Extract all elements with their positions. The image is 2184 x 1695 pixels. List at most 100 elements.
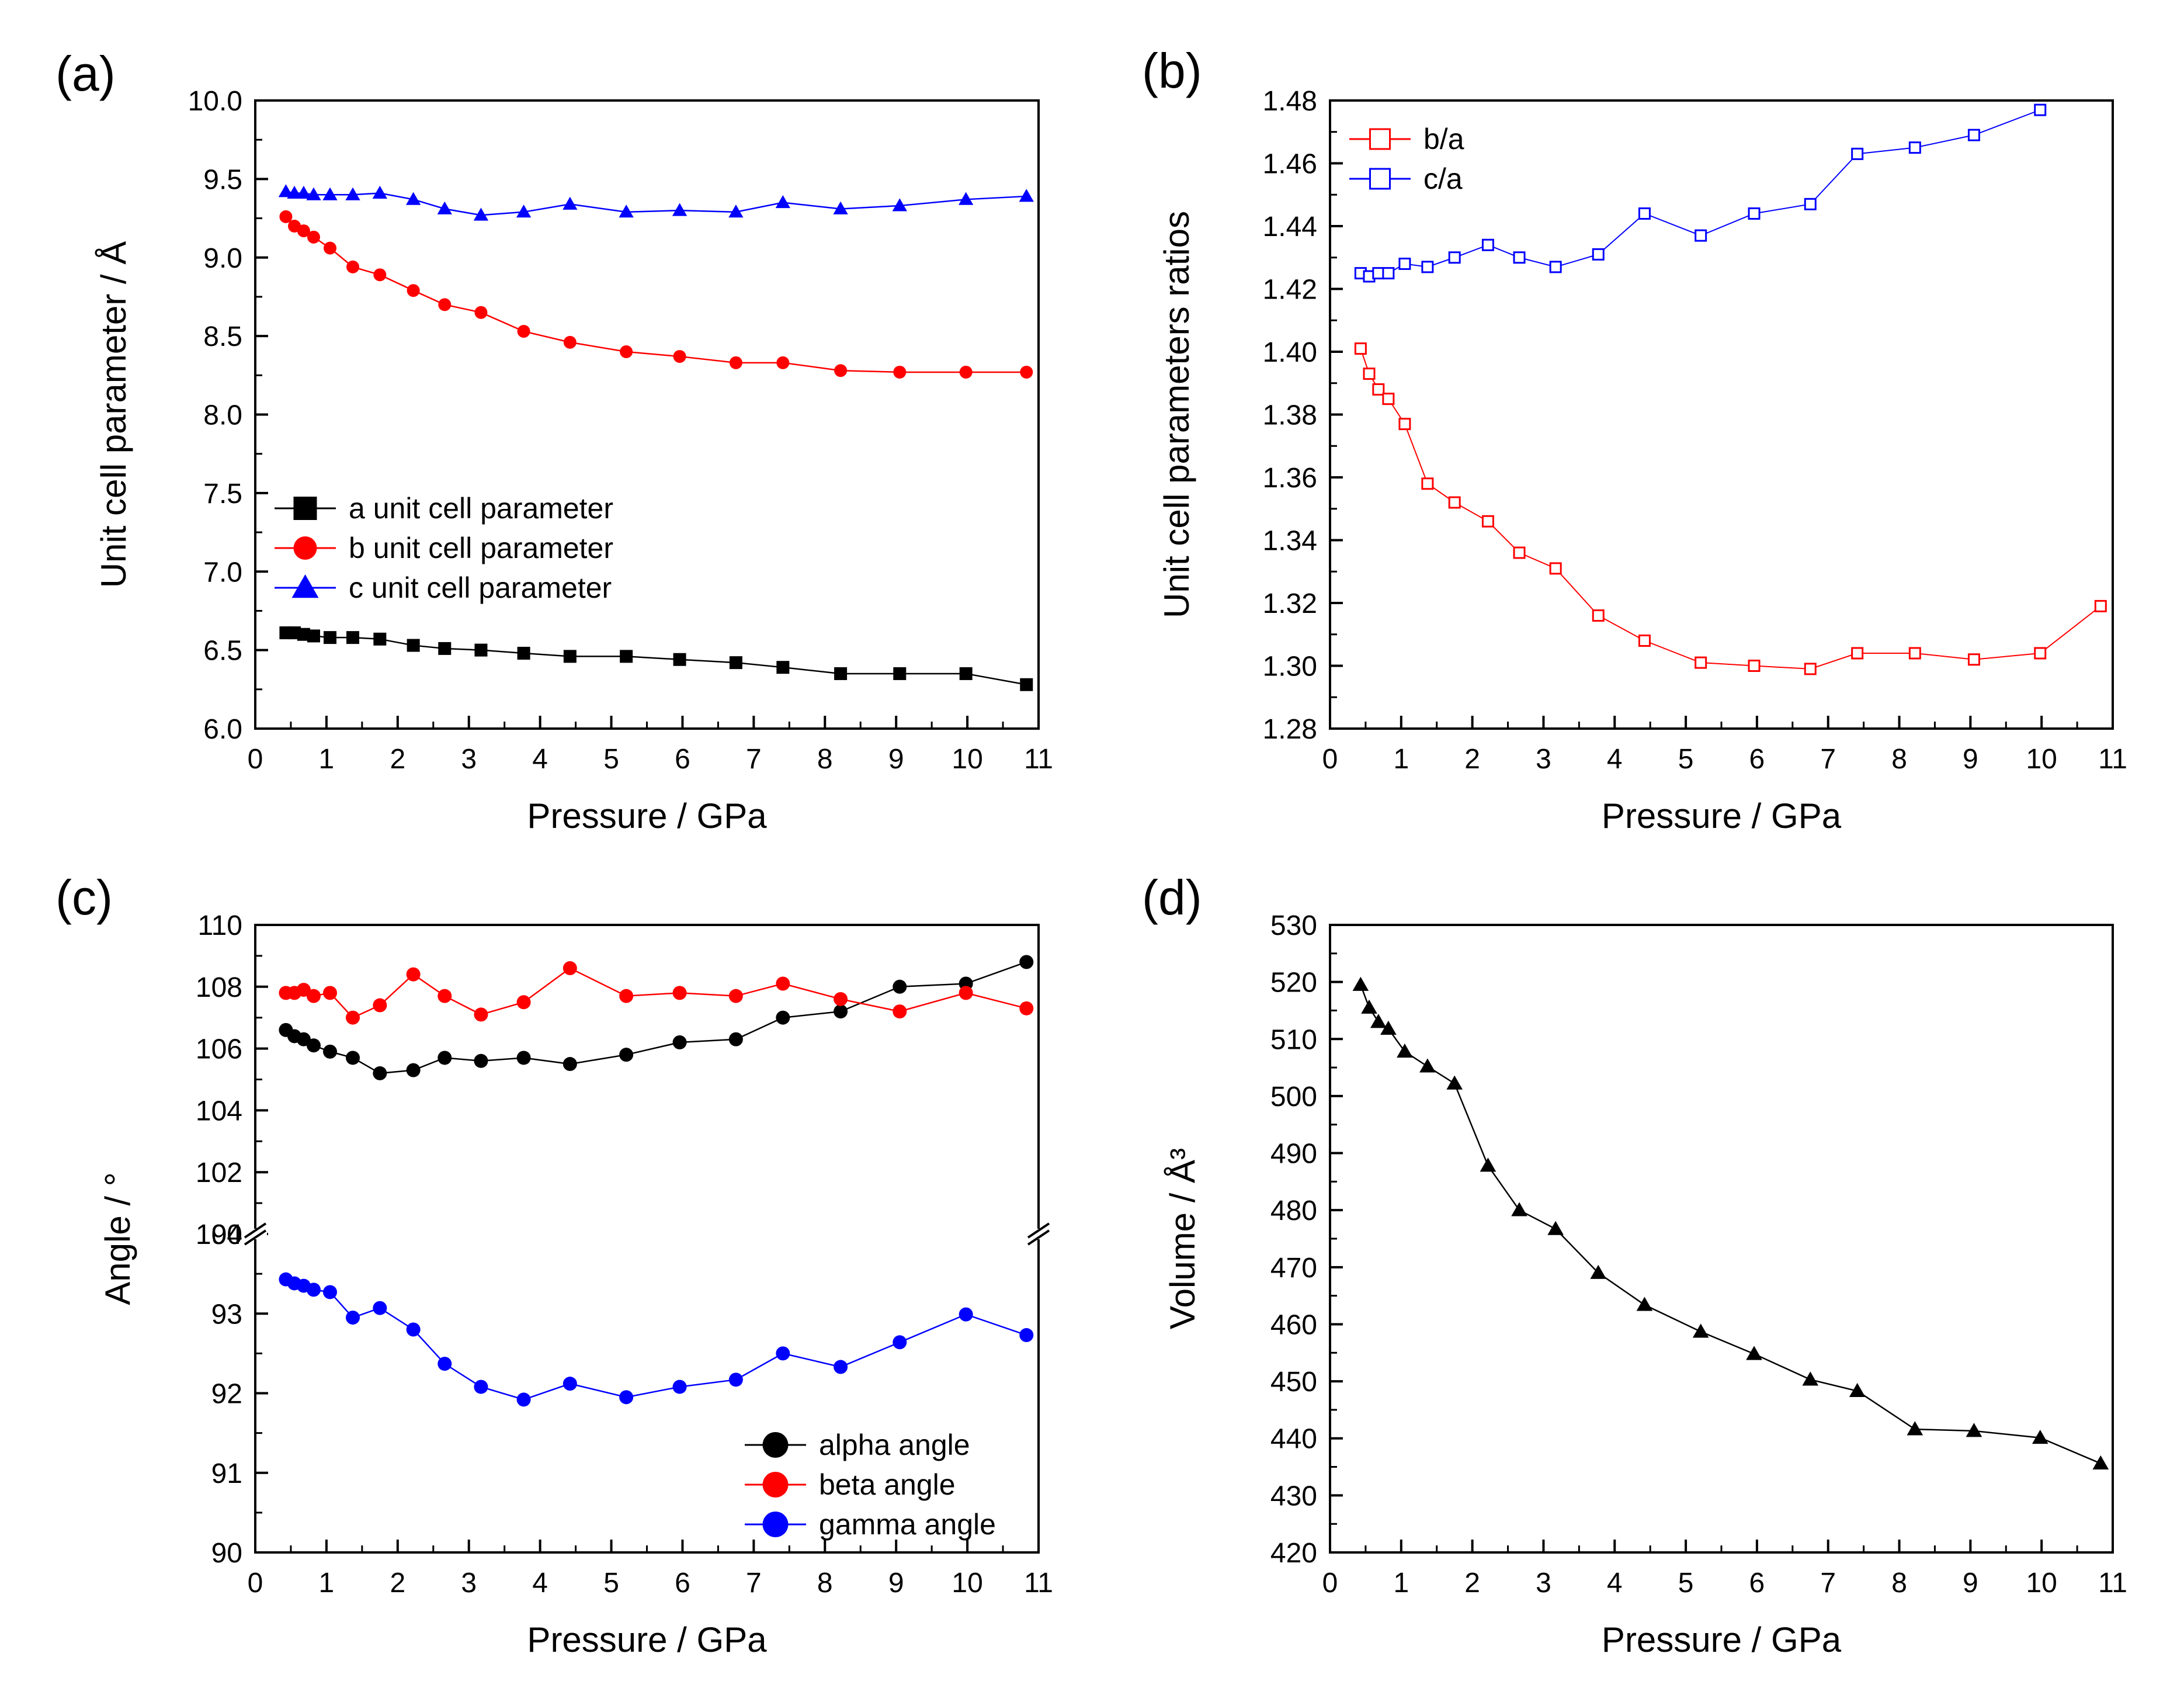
y-tick-label: 430 xyxy=(1270,1481,1317,1512)
data-point xyxy=(407,284,420,297)
panel-b: 0 1 2 3 4 5 6 7 8 9 10 11 Pressure / GPa 1.28 1.30 1.32… xyxy=(1142,43,2127,836)
legend-label: gamma angle xyxy=(819,1508,996,1541)
data-point xyxy=(1019,1328,1034,1343)
x-tick-label: 1 xyxy=(1393,744,1409,775)
panel-label: (b) xyxy=(1142,43,1202,98)
data-point xyxy=(516,1392,531,1407)
series-1 xyxy=(279,210,1033,379)
data-point xyxy=(346,1311,360,1325)
panel-label: (a) xyxy=(55,46,116,101)
data-point xyxy=(1748,207,1761,220)
data-point xyxy=(279,210,293,223)
data-point xyxy=(620,650,633,663)
data-point xyxy=(672,203,688,216)
data-point xyxy=(672,1379,687,1394)
data-point xyxy=(1363,368,1376,380)
y-tick-label: 1.38 xyxy=(1263,400,1317,431)
y-tick-label: 6.0 xyxy=(203,714,242,745)
data-point xyxy=(1967,129,1980,141)
data-point xyxy=(775,195,790,209)
data-point xyxy=(346,1051,360,1065)
x-tick-label: 8 xyxy=(817,1568,833,1599)
x-tick-label: 1 xyxy=(1393,1568,1409,1599)
data-point xyxy=(306,1038,321,1053)
data-point xyxy=(346,631,360,644)
x-tick-label: 6 xyxy=(1749,744,1765,775)
x-tick-label: 4 xyxy=(1607,1568,1623,1599)
data-point xyxy=(2094,599,2107,612)
data-point xyxy=(1019,189,1034,202)
data-point xyxy=(1481,238,1494,251)
data-point xyxy=(406,1063,421,1077)
y-tick-label: 8.0 xyxy=(203,400,242,431)
y-tick-label: 6.5 xyxy=(203,636,242,667)
y-tick-label: 9.5 xyxy=(203,164,242,195)
data-point xyxy=(306,187,321,200)
data-point xyxy=(1448,496,1461,509)
series-2 xyxy=(278,184,1034,221)
data-point xyxy=(1481,515,1494,528)
y-tick-label: 8.5 xyxy=(203,321,242,352)
y-tick-label: 90 xyxy=(211,1538,242,1569)
x-tick-label: 3 xyxy=(1536,744,1551,775)
data-point xyxy=(729,656,742,670)
data-point xyxy=(1511,1202,1527,1216)
data-point xyxy=(728,204,744,218)
data-point xyxy=(892,198,907,212)
x-tick-label: 0 xyxy=(248,744,263,775)
data-point xyxy=(1592,248,1605,261)
data-point xyxy=(959,986,973,1000)
y-tick-label: 460 xyxy=(1270,1309,1317,1340)
legend-marker xyxy=(1369,128,1391,150)
x-tick-label: 2 xyxy=(1464,744,1480,775)
data-point xyxy=(619,1390,634,1405)
data-point xyxy=(1397,1043,1413,1058)
x-tick-label: 1 xyxy=(319,1568,335,1599)
data-point xyxy=(474,1007,488,1022)
data-point xyxy=(517,325,530,338)
data-point xyxy=(1851,147,1864,160)
data-point xyxy=(372,185,387,199)
x-tick-label: 7 xyxy=(746,1568,762,1599)
data-point xyxy=(307,629,320,643)
y-tick-label: 1.48 xyxy=(1263,86,1317,117)
data-point xyxy=(1382,393,1395,405)
y-tick-label: 108 xyxy=(196,972,242,1003)
y-tick-label: 420 xyxy=(1270,1538,1317,1569)
data-point xyxy=(1849,1382,1866,1398)
data-point xyxy=(1352,976,1369,991)
x-tick-label: 3 xyxy=(461,744,477,775)
data-point xyxy=(1372,383,1385,396)
y-axis-title: Unit cell parameter / Å xyxy=(94,241,133,588)
panel-c: 0 1 2 3 4 5 6 7 8 9 10 11 Pressure / GPa 100 102 104 106… xyxy=(55,870,1053,1659)
y-tick-label: 106 xyxy=(196,1034,242,1065)
data-point xyxy=(833,201,848,214)
data-point xyxy=(1421,477,1434,490)
data-point xyxy=(406,1322,421,1337)
data-point xyxy=(438,989,452,1003)
x-axis-title: Pressure / GPa xyxy=(1602,796,1842,836)
y-tick-label: 1.32 xyxy=(1263,588,1317,619)
data-point xyxy=(1804,197,1817,210)
x-tick-label: 0 xyxy=(1322,1568,1338,1599)
y-tick-label: 520 xyxy=(1270,968,1317,999)
data-point xyxy=(1446,1075,1463,1090)
data-point xyxy=(1851,647,1864,660)
data-point xyxy=(776,1346,790,1361)
data-point xyxy=(438,642,452,655)
series-0 xyxy=(279,955,1034,1080)
data-point xyxy=(776,1010,790,1025)
data-point xyxy=(673,350,686,363)
data-point xyxy=(2034,103,2047,116)
data-point xyxy=(474,1053,488,1068)
data-point xyxy=(1804,663,1817,675)
x-tick-label: 3 xyxy=(461,1568,477,1599)
series-0 xyxy=(1352,976,2109,1470)
data-point xyxy=(324,631,337,644)
data-point xyxy=(1398,418,1411,431)
panel-d: 0 1 2 3 4 5 6 7 8 9 10 11 Pressure / GPa 420 430 440 450… xyxy=(1142,870,2127,1659)
data-point xyxy=(1547,1221,1564,1235)
y-tick-label: 500 xyxy=(1270,1082,1317,1112)
axis-break-mark xyxy=(244,1229,267,1246)
data-point xyxy=(563,1377,577,1391)
